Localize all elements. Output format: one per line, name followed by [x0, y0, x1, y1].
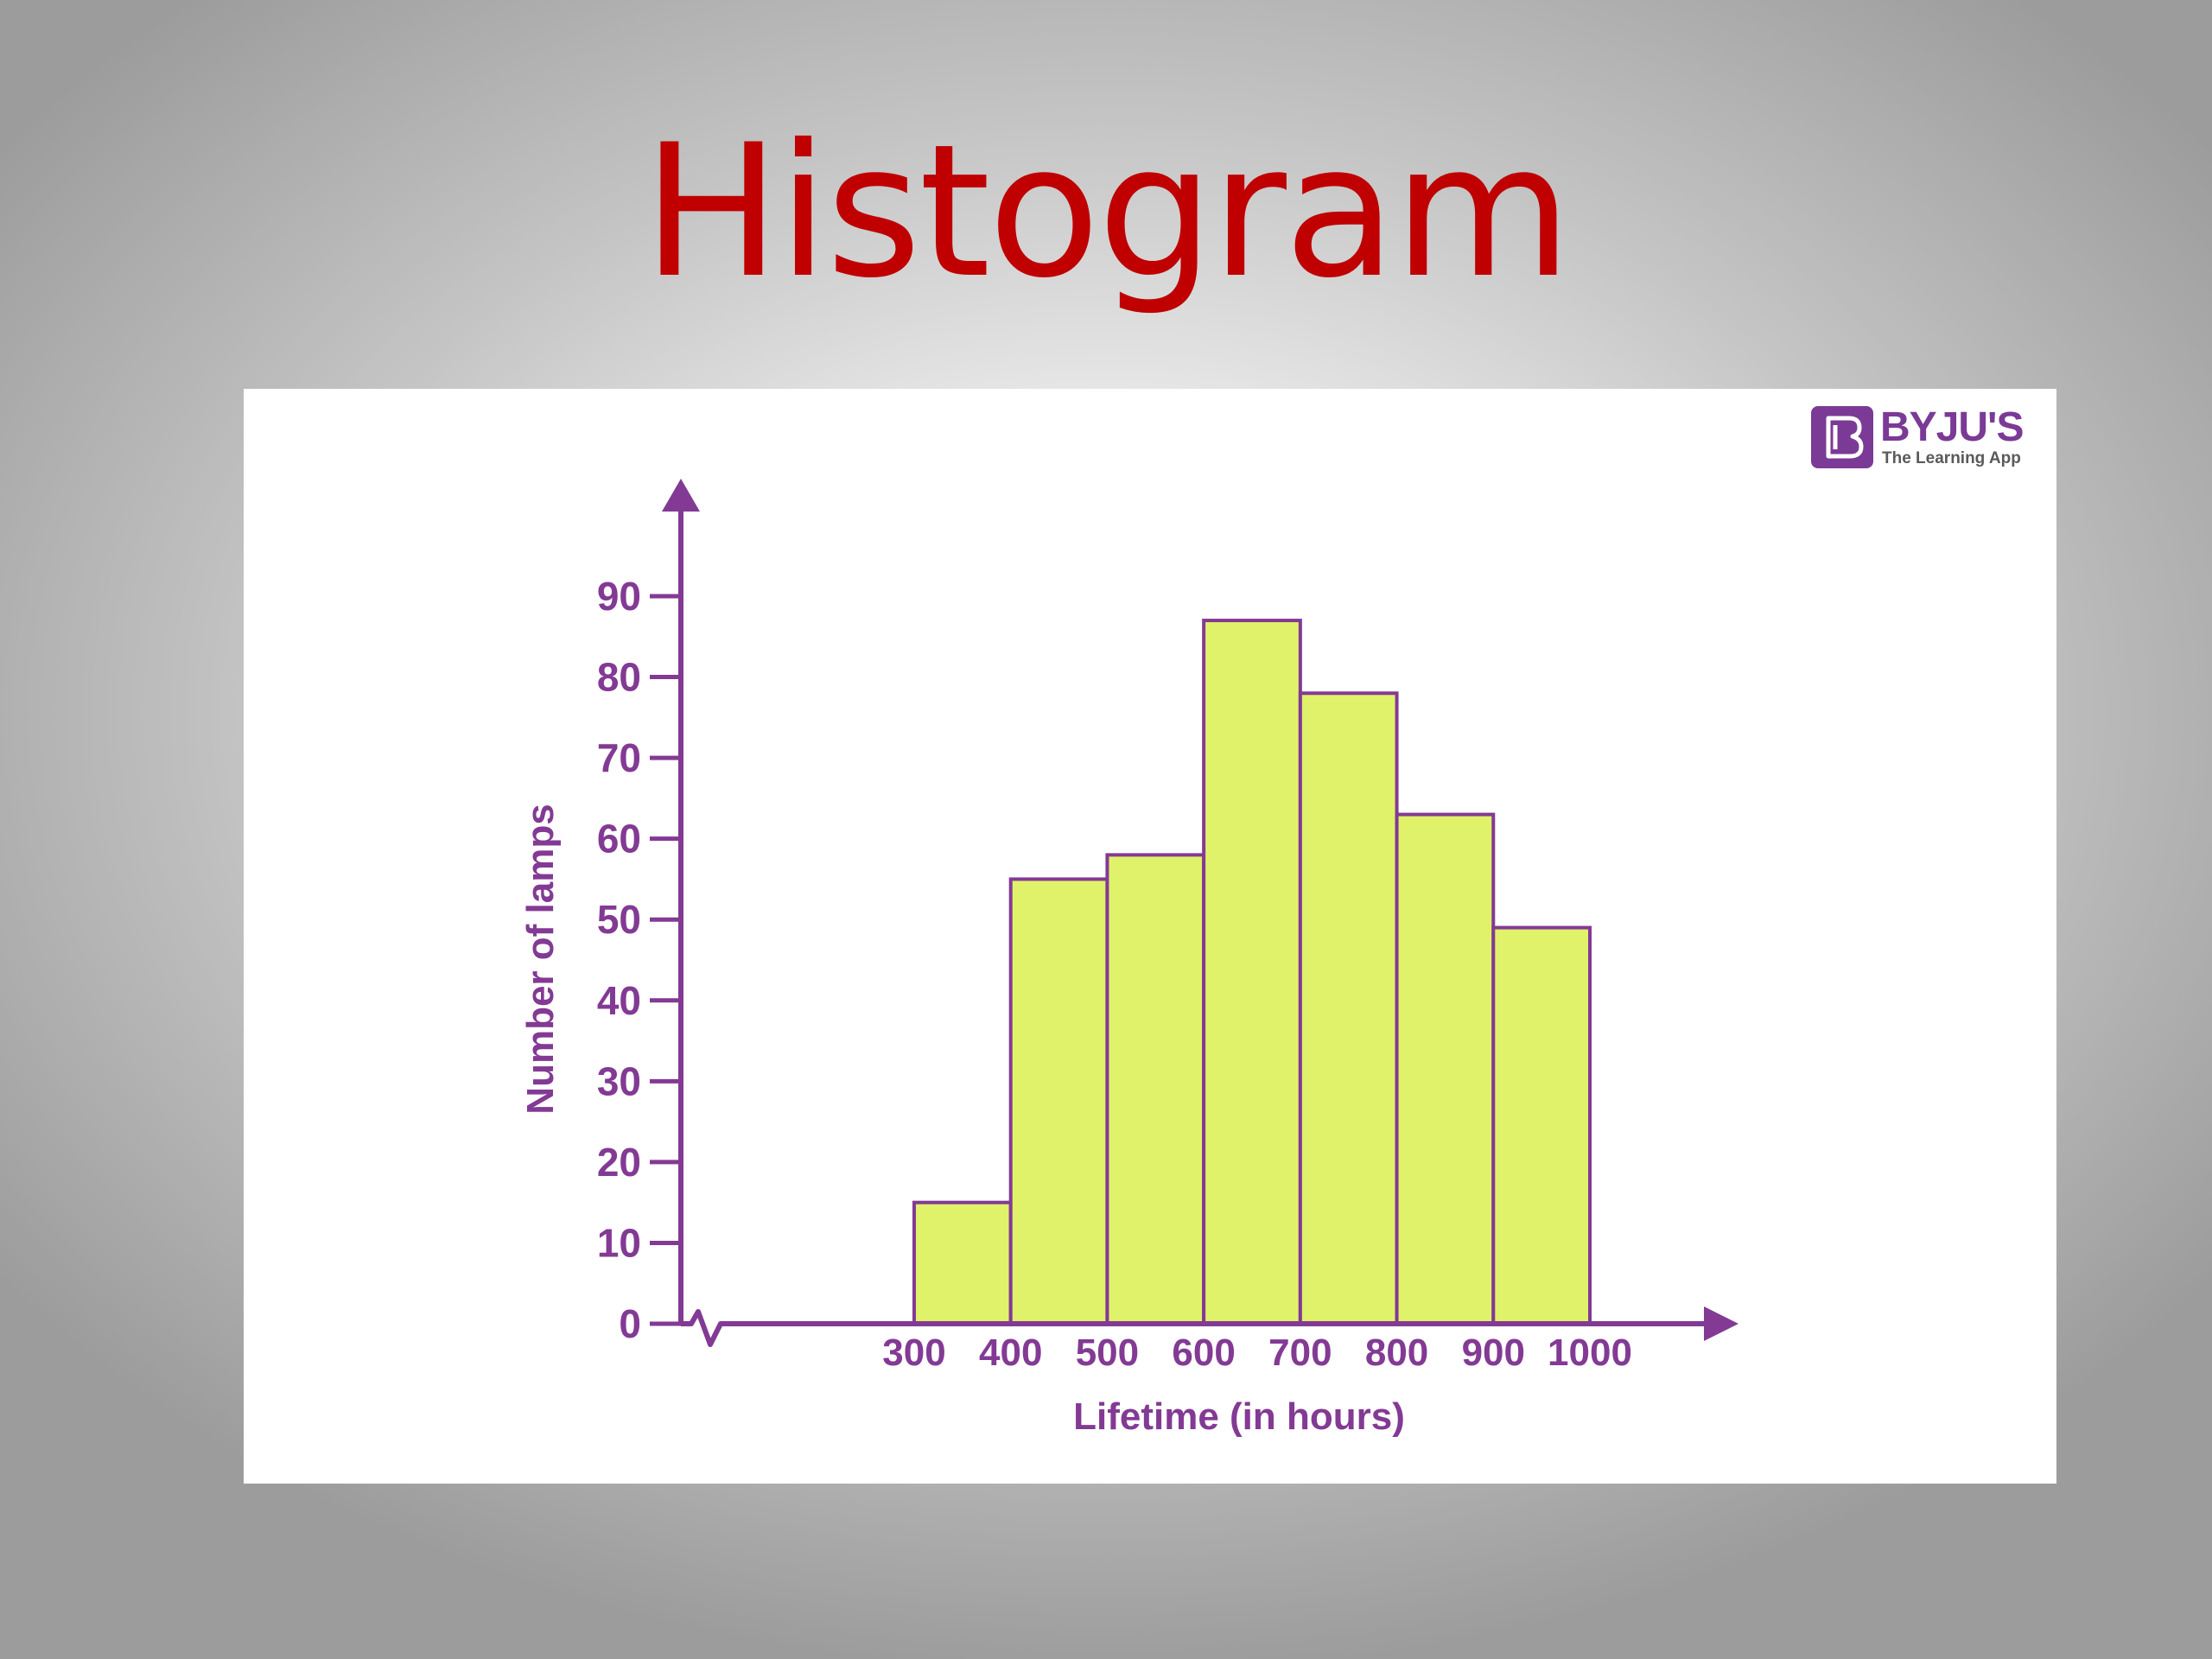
- y-tick-label-40: 40: [597, 978, 641, 1023]
- histogram-bar-600-700: [1202, 619, 1302, 1325]
- logo-tagline: The Learning App: [1882, 449, 2021, 467]
- ticks-layer: 0 10 20 30 40 50 60 70 80 90 300 400 500 600 700 800 900…: [597, 574, 1632, 1374]
- y-tick-label-20: 20: [597, 1140, 641, 1185]
- y-tick-label-90: 90: [597, 574, 641, 619]
- x-tick-label-400: 400: [979, 1332, 1042, 1374]
- byjus-logo-mark-icon: [1811, 406, 1873, 468]
- x-tick-label-800: 800: [1365, 1332, 1428, 1374]
- x-tick-label-1000: 1000: [1548, 1332, 1632, 1374]
- byjus-logo: BYJU'S The Learning App: [1811, 406, 2044, 468]
- histogram-bar-500-600: [1105, 853, 1206, 1325]
- histogram-bar-300-400: [912, 1200, 1013, 1325]
- histogram-bar-900-1000: [1491, 925, 1592, 1325]
- x-axis-arrow-icon: [1704, 1306, 1738, 1341]
- logo-name: BYJU'S: [1880, 404, 2024, 450]
- histogram-bar-800-900: [1395, 812, 1496, 1325]
- x-tick-label-300: 300: [882, 1332, 945, 1374]
- y-axis-arrow-icon: [662, 479, 700, 512]
- y-tick-label-30: 30: [597, 1058, 641, 1103]
- y-axis-title: Number of lamps: [519, 804, 562, 1114]
- y-tick-label-50: 50: [597, 897, 641, 942]
- y-tick-label-10: 10: [597, 1220, 641, 1265]
- histogram-bar-400-500: [1008, 877, 1109, 1325]
- x-tick-label-700: 700: [1268, 1332, 1332, 1374]
- x-tick-label-500: 500: [1076, 1332, 1139, 1374]
- y-tick-label-70: 70: [597, 735, 641, 780]
- y-tick-label-60: 60: [597, 817, 641, 861]
- y-tick-label-80: 80: [597, 655, 641, 700]
- bars-layer: [912, 619, 1592, 1325]
- x-axis-title: Lifetime (in hours): [1073, 1395, 1405, 1438]
- histogram-bar-700-800: [1298, 691, 1399, 1325]
- x-axis-line: [681, 1309, 1715, 1347]
- x-tick-label-900: 900: [1462, 1332, 1525, 1374]
- axes-layer: [662, 479, 1738, 1347]
- slide-title: Histogram: [642, 105, 1573, 318]
- y-tick-label-0: 0: [619, 1301, 641, 1346]
- x-tick-label-600: 600: [1172, 1332, 1235, 1374]
